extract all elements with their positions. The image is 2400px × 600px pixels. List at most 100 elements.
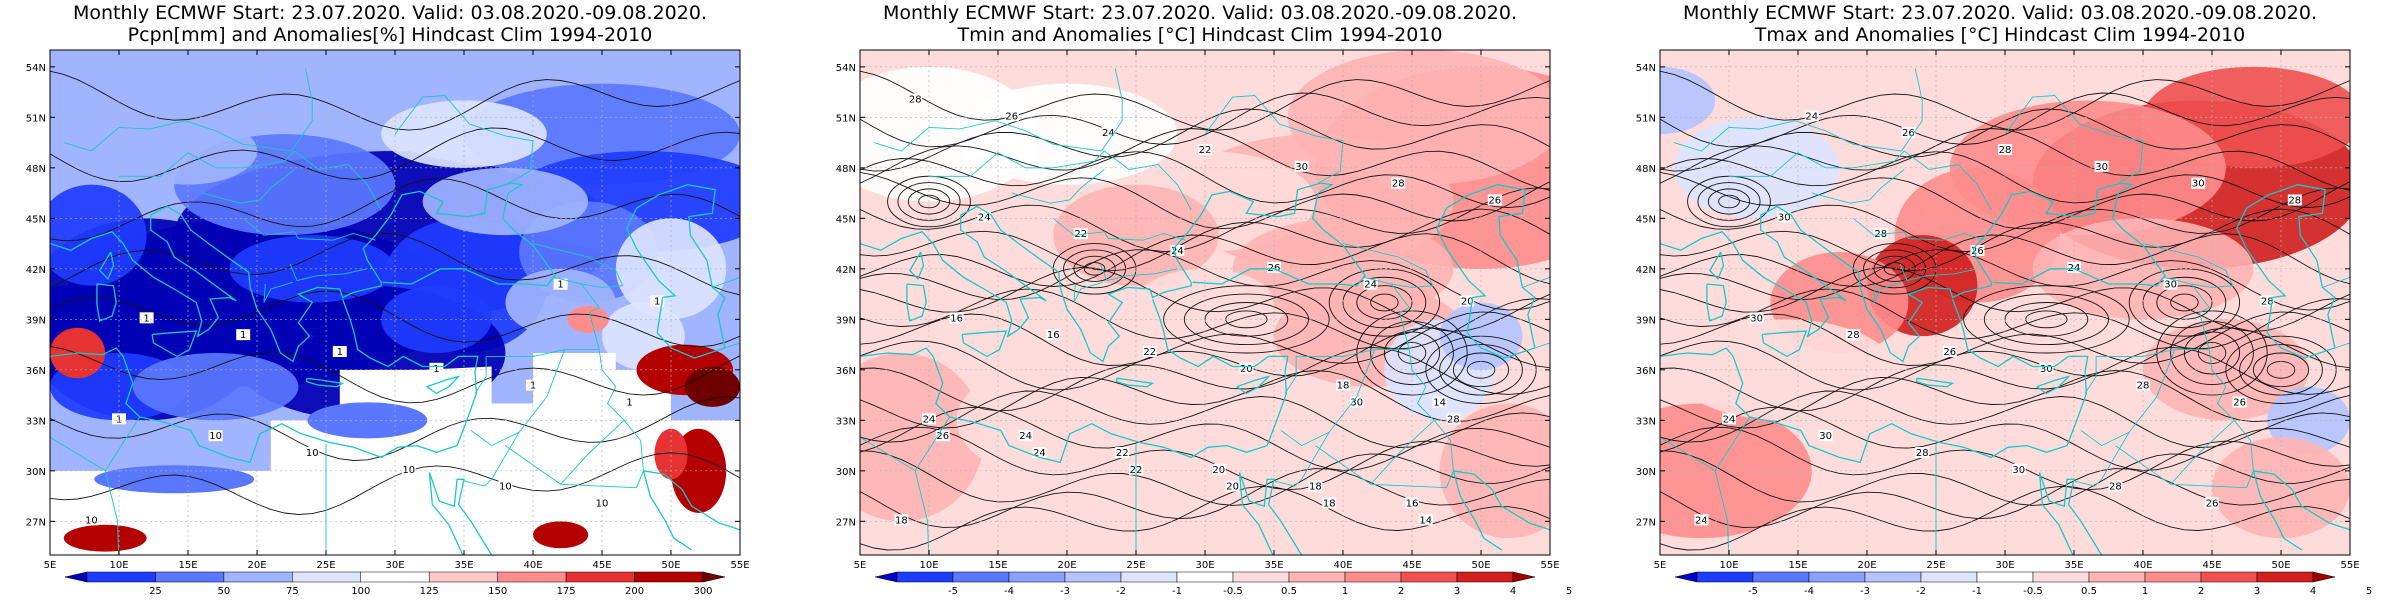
contour-label: 16	[1046, 329, 1061, 341]
colorbar-label: 1	[2142, 586, 2148, 597]
colorbar-swatch	[1008, 571, 1066, 583]
contour-label: 10	[305, 447, 320, 459]
contour-label: 24	[1101, 127, 1116, 139]
svg-text:1: 1	[143, 313, 149, 324]
svg-text:26: 26	[2233, 398, 2246, 409]
lon-tick-label: 40E	[1333, 560, 1352, 571]
lon-tick-label: 35E	[454, 560, 473, 571]
lat-tick-label: 30N	[1636, 467, 1656, 478]
lat-tick-label: 39N	[26, 315, 46, 326]
contour-label: 24	[2067, 261, 2081, 274]
svg-text:10: 10	[85, 515, 98, 526]
contour-label: 24	[1032, 447, 1047, 459]
contour-label: 18	[894, 514, 909, 526]
svg-text:14: 14	[1419, 515, 1432, 526]
contour-label: 26	[1004, 110, 1019, 122]
svg-text:28: 28	[1447, 414, 1460, 425]
colorbar-arrow-low	[874, 571, 898, 583]
contour-label: 24	[1722, 413, 1736, 425]
colorbar-arrow-high	[2312, 571, 2336, 583]
svg-text:1: 1	[116, 414, 122, 425]
contour-label: 10	[498, 480, 513, 493]
colorbar-swatch	[1344, 571, 1402, 583]
lat-tick-label: 27N	[1636, 517, 1656, 528]
colorbar-label: -1	[1172, 586, 1182, 597]
lon-tick-label: 50E	[661, 560, 680, 571]
colorbar-swatch	[565, 571, 635, 583]
colorbar: -5 -4 -3 -2 -1 -0.5 0.5 1 2 3 4 5	[1674, 571, 2372, 597]
contour-label: 26	[1487, 194, 1502, 207]
contour-label: 1	[650, 295, 665, 308]
contour-label: 28	[1846, 329, 1861, 341]
contour-label: 28	[1915, 447, 1930, 459]
contour-label: 22	[1142, 346, 1157, 358]
colorbar-label: -0.5	[1223, 586, 1243, 597]
svg-text:24: 24	[923, 414, 936, 425]
contour-label: 24	[977, 211, 992, 223]
svg-text:30: 30	[2040, 364, 2053, 375]
svg-text:30: 30	[2012, 465, 2025, 476]
svg-text:22: 22	[1116, 448, 1129, 459]
coastlines	[1660, 182, 2350, 555]
lat-tick-label: 27N	[26, 517, 46, 528]
colorbar-swatch	[292, 571, 362, 583]
lat-tick-label: 54N	[1636, 63, 1656, 74]
colorbar-arrow-low	[1674, 571, 1698, 583]
lat-tick-label: 54N	[26, 63, 46, 74]
lon-tick-label: 5E	[854, 560, 867, 571]
lon-tick-label: 20E	[1857, 560, 1876, 571]
contour-label: 1	[139, 312, 154, 324]
svg-text:28: 28	[1392, 179, 1405, 190]
colorbar-swatch	[1808, 571, 1866, 583]
contour-label: 26	[1267, 261, 1281, 274]
svg-text:20: 20	[1461, 297, 1474, 308]
svg-text:30: 30	[1295, 162, 1308, 173]
colorbar-swatch	[1288, 571, 1346, 583]
colorbar-label: 200	[625, 586, 644, 597]
contour-label: 26	[1901, 127, 1916, 139]
precipitation-map: 10101010101011111111154N51N48N45N42N39N3…	[26, 49, 750, 597]
contour-label: 26	[1970, 245, 1985, 257]
colorbar-label: 3	[1454, 586, 1460, 597]
svg-text:10: 10	[499, 482, 512, 493]
colorbar-label: -5	[948, 586, 958, 597]
colorbar-swatch	[1120, 571, 1178, 583]
colorbar-swatch	[1176, 571, 1234, 583]
lon-tick-label: 15E	[1788, 560, 1807, 571]
panel-title-line2: Tmin and Anomalies [°C] Hindcast Clim 19…	[957, 24, 1443, 46]
lon-tick-label: 20E	[247, 560, 266, 571]
contour-label: 24	[1804, 110, 1819, 122]
svg-text:24: 24	[1364, 280, 1377, 291]
contour-label: 14	[1418, 514, 1433, 526]
lat-tick-label: 39N	[1636, 315, 1656, 326]
svg-text:30: 30	[1819, 431, 1832, 442]
svg-text:28: 28	[909, 95, 922, 106]
colorbar-swatch	[223, 571, 293, 583]
contour-label: 20	[1225, 480, 1240, 493]
svg-text:1: 1	[557, 280, 563, 291]
country-borders	[50, 68, 740, 555]
svg-text:16: 16	[1047, 330, 1060, 341]
lon-tick-label: 10E	[109, 560, 128, 571]
lat-tick-label: 48N	[1636, 164, 1656, 175]
lon-tick-label: 15E	[988, 560, 1007, 571]
svg-text:14: 14	[1433, 398, 1446, 409]
lon-tick-label: 40E	[2133, 560, 2152, 571]
contour-label: 16	[949, 312, 964, 324]
svg-text:22: 22	[1143, 347, 1156, 358]
svg-text:26: 26	[1971, 246, 1984, 257]
contour-label: 10	[208, 430, 223, 442]
colorbar-arrow-high	[1512, 571, 1536, 583]
colorbar-swatch	[360, 571, 430, 583]
anomaly-field	[50, 50, 740, 555]
svg-text:24: 24	[1033, 448, 1046, 459]
panel-title-line1: Monthly ECMWF Start: 23.07.2020. Valid: …	[1683, 2, 2317, 24]
lon-tick-label: 5E	[44, 560, 57, 571]
contour-label: 24	[922, 413, 936, 425]
svg-text:1: 1	[654, 297, 660, 308]
contour-label: 18	[1308, 480, 1323, 493]
svg-text:28: 28	[2109, 482, 2122, 493]
contour-label: 18	[1322, 497, 1337, 510]
panel-title-line2: Tmax and Anomalies [°C] Hindcast Clim 19…	[1754, 24, 2246, 46]
contour-label: 16	[1405, 497, 1419, 510]
